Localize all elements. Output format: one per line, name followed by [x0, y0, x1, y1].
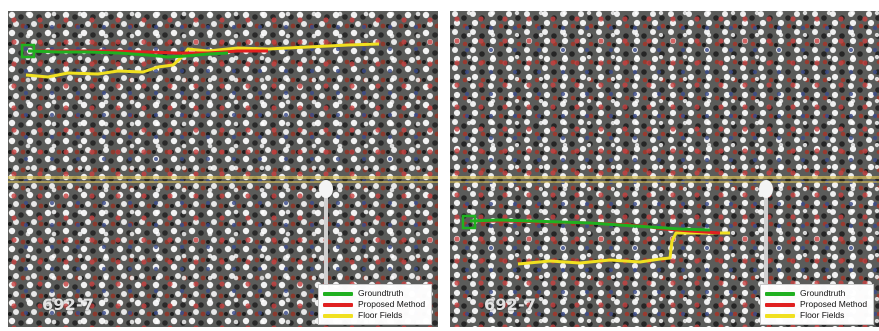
legend-row-proposed: Proposed Method: [323, 299, 427, 310]
floor-fields-trajectory: [25, 42, 380, 79]
legend-label: Proposed Method: [358, 299, 426, 309]
legend-row-groundtruth: Groundtruth: [765, 288, 869, 299]
legend-swatch-groundtruth: [765, 291, 795, 296]
legend-label: Groundtruth: [358, 288, 404, 298]
groundtruth-trajectory: [27, 49, 229, 59]
legend-row-floor-fields: Floor Fields: [323, 310, 427, 321]
legend-label: Proposed Method: [800, 299, 868, 309]
legend-label: Floor Fields: [358, 310, 403, 320]
left-scene: [8, 11, 438, 327]
groundtruth-trajectory: [469, 218, 711, 232]
left-panel: 692-7 Groundtruth Proposed Method Floor …: [8, 11, 438, 327]
floor-fields-trajectory: [517, 231, 730, 266]
legend-label: Floor Fields: [800, 310, 845, 320]
legend-swatch-floor-fields: [323, 313, 353, 318]
legend: Groundtruth Proposed Method Floor Fields: [318, 284, 432, 325]
legend: Groundtruth Proposed Method Floor Fields: [760, 284, 874, 325]
legend-swatch-groundtruth: [323, 291, 353, 296]
right-panel: 692-7 Groundtruth Proposed Method Floor …: [450, 11, 879, 327]
legend-row-floor-fields: Floor Fields: [765, 310, 869, 321]
legend-swatch-floor-fields: [765, 313, 795, 318]
right-scene: [450, 11, 879, 327]
legend-row-groundtruth: Groundtruth: [323, 288, 427, 299]
frame-label: 692-7: [484, 295, 537, 314]
frame-label: 692-7: [42, 295, 95, 314]
legend-label: Groundtruth: [800, 288, 846, 298]
start-marker: [20, 43, 36, 59]
legend-swatch-proposed: [765, 302, 795, 307]
legend-row-proposed: Proposed Method: [765, 299, 869, 310]
start-marker: [461, 214, 477, 230]
legend-swatch-proposed: [323, 302, 353, 307]
